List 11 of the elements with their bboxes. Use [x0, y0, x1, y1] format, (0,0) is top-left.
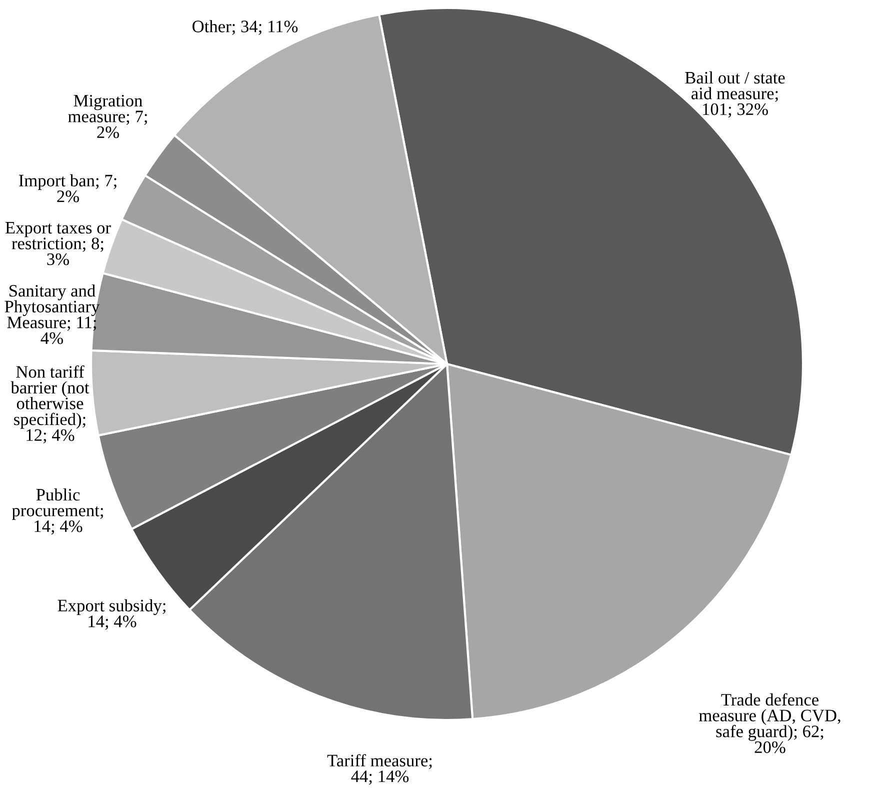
slice-label: Export taxes or restriction; 8; 3% [5, 222, 111, 266]
slice-label: Bail out / state aid measure; 101; 32% [685, 71, 785, 118]
slice-label: Migration measure; 7; 2% [68, 94, 147, 138]
slice-label: Other; 34; 11% [192, 20, 298, 35]
slice-label: Public procurement; 14; 4% [12, 488, 103, 535]
slice-label: Trade defence measure (AD, CVD, safe guard); 62; 20% [699, 693, 840, 754]
slice-label: Tariff measure; 44; 14% [327, 754, 432, 785]
slice-label: Export subsidy; 14; 4% [58, 599, 166, 630]
slice-label: Sanitary and Phytosantiary Measure; 11; 4% [4, 284, 100, 344]
slice-label: Non tariff barrier (not otherwise specified); 12; 4% [10, 365, 90, 444]
slice-label: Import ban; 7; 2% [18, 174, 116, 202]
